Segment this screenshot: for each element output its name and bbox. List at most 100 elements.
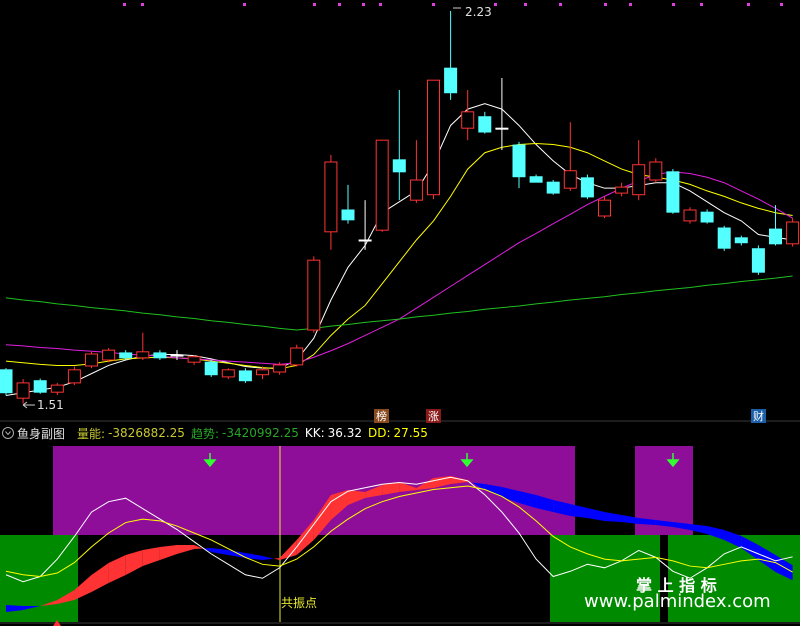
candle-body bbox=[170, 354, 184, 357]
candle-body bbox=[119, 352, 133, 359]
candle-body bbox=[238, 370, 252, 382]
legend-name: 量能 bbox=[77, 425, 108, 442]
indicator-line bbox=[5, 485, 793, 578]
candle-body bbox=[153, 352, 167, 359]
badge-text: 涨 bbox=[428, 410, 439, 423]
ribbon-segment bbox=[570, 504, 588, 519]
candle-body bbox=[67, 369, 81, 384]
candle-body bbox=[751, 248, 765, 273]
candle-body bbox=[478, 116, 492, 133]
ribbon-segment bbox=[724, 530, 742, 548]
badge bbox=[426, 409, 441, 423]
ribbon-segment bbox=[416, 477, 434, 491]
ribbon-segment bbox=[655, 520, 673, 528]
ribbon-segment bbox=[23, 606, 41, 611]
badge-text: 榜 bbox=[376, 409, 387, 423]
ribbon-segment bbox=[707, 526, 725, 540]
candle-body bbox=[427, 79, 440, 196]
ribbon-segment bbox=[587, 508, 605, 522]
ribbon-segment bbox=[262, 555, 274, 560]
candle-body bbox=[666, 171, 680, 213]
ribbon-segment bbox=[313, 495, 331, 540]
candle-body bbox=[632, 164, 646, 196]
ribbon-segment bbox=[348, 490, 366, 506]
legend-name: KK bbox=[305, 426, 328, 440]
watermark: 掌 上 指 标 bbox=[636, 576, 717, 595]
candle-body bbox=[717, 227, 731, 249]
signal-dots bbox=[123, 3, 783, 6]
candle-body bbox=[273, 364, 287, 373]
candle-body bbox=[85, 353, 98, 367]
ribbon-segment bbox=[330, 490, 348, 521]
low-pointer bbox=[22, 401, 35, 409]
legend-value: -3826882.25 bbox=[108, 426, 185, 440]
candle-body bbox=[683, 209, 697, 222]
ribbon-segment bbox=[279, 539, 297, 560]
candle-body bbox=[256, 369, 269, 376]
indicator-line bbox=[5, 476, 793, 583]
candle-body bbox=[598, 199, 611, 217]
ribbon-segment bbox=[57, 590, 75, 605]
candle-body bbox=[444, 67, 458, 94]
watermark: www.palmindex.com bbox=[584, 591, 771, 612]
high-label: 2.23 bbox=[465, 5, 492, 19]
ribbon-segment bbox=[177, 544, 195, 554]
collapse-icon[interactable] bbox=[2, 427, 14, 439]
candle-body bbox=[0, 369, 13, 394]
candle-body bbox=[529, 176, 543, 183]
candle-body bbox=[290, 347, 304, 366]
candle-body bbox=[649, 161, 663, 181]
candle-body bbox=[409, 179, 423, 201]
badge-text: 财 bbox=[753, 409, 764, 423]
candle-body bbox=[615, 186, 629, 194]
collapse-chevron bbox=[5, 431, 11, 436]
candle-body bbox=[324, 161, 338, 233]
candle-body bbox=[358, 239, 372, 242]
legend-value: -3420992.25 bbox=[222, 426, 299, 440]
ribbon-segment bbox=[471, 482, 485, 491]
ribbon-segment bbox=[399, 481, 417, 493]
candle-body bbox=[512, 144, 526, 178]
ribbon-segment bbox=[604, 512, 622, 523]
ribbon-segment bbox=[228, 549, 246, 558]
bottom-marker bbox=[53, 620, 61, 626]
ribbon-segment bbox=[553, 500, 571, 517]
candle-body bbox=[700, 211, 714, 223]
marks bbox=[0, 10, 800, 613]
ribbon-segment bbox=[125, 549, 143, 576]
legend-value: 27.55 bbox=[393, 426, 428, 440]
candle-body bbox=[392, 159, 406, 173]
ribbon-segment bbox=[108, 554, 126, 584]
candle-body bbox=[16, 382, 30, 399]
ribbon-segment bbox=[433, 475, 451, 489]
ribbon-segment bbox=[273, 557, 280, 560]
ribbon-segment bbox=[536, 495, 554, 513]
ribbon-segment bbox=[159, 544, 177, 560]
resonance-label: 共振点 bbox=[281, 596, 317, 610]
candle-body bbox=[187, 356, 201, 363]
ribbon-segment bbox=[741, 535, 759, 560]
ribbon-segment bbox=[621, 515, 639, 525]
candle-body bbox=[221, 369, 235, 378]
candle-body bbox=[341, 209, 355, 221]
candle-body bbox=[204, 361, 218, 376]
candle-body bbox=[102, 349, 116, 361]
ribbon-segment bbox=[40, 600, 58, 607]
candle-body bbox=[563, 170, 577, 189]
ribbon-segment bbox=[74, 575, 92, 601]
candle-body bbox=[50, 384, 64, 393]
low-label: 1.51 bbox=[37, 398, 64, 412]
ribbon-segment bbox=[484, 484, 502, 498]
ribbon-segment bbox=[91, 562, 109, 593]
ribbon-segment bbox=[758, 544, 776, 572]
zone-green bbox=[550, 535, 660, 622]
badge bbox=[751, 409, 766, 423]
ribbon-segment bbox=[365, 485, 383, 499]
legend-name: DD bbox=[368, 426, 394, 440]
ribbon-segment bbox=[142, 546, 160, 566]
candle-body bbox=[786, 221, 800, 245]
candle-body bbox=[136, 351, 150, 359]
ribbon-segment bbox=[672, 522, 690, 531]
